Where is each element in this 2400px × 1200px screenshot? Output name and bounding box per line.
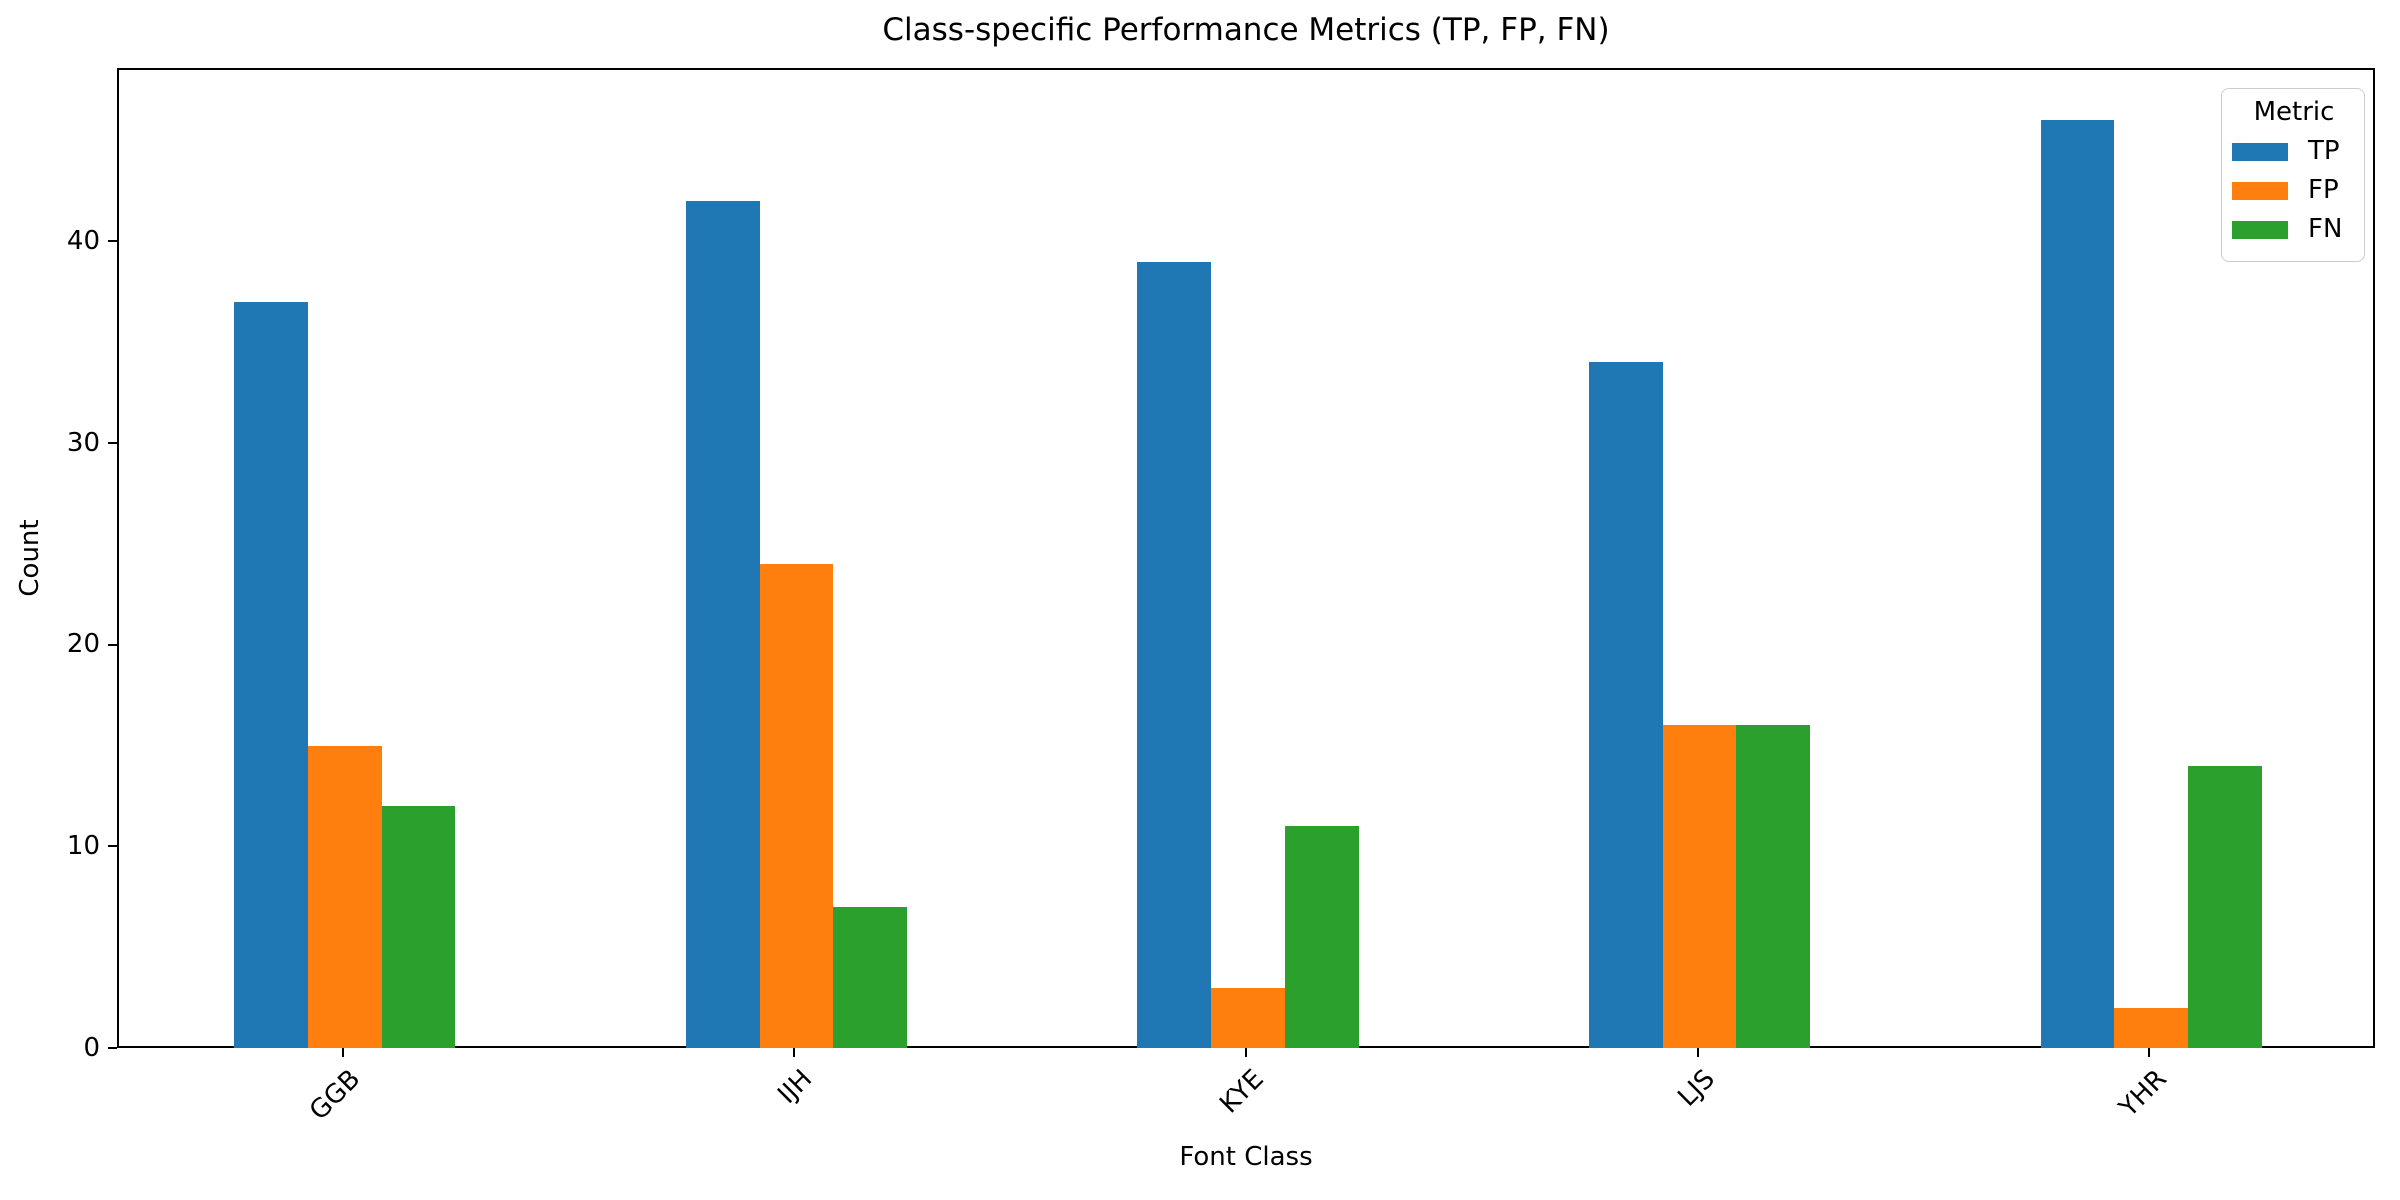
bar-TP-LJS: [1588, 362, 1663, 1048]
plot-area: [117, 68, 2375, 1048]
x-tick-label-GGB: GGB: [303, 1064, 367, 1127]
x-tick-mark: [341, 1048, 344, 1057]
bar-FP-LJS: [1662, 725, 1737, 1048]
legend-label-FN: FN: [2308, 214, 2343, 244]
bar-TP-KYE: [1137, 261, 1212, 1048]
x-tick-label-KYE: KYE: [1213, 1064, 1270, 1120]
x-tick-label-IJH: IJH: [771, 1064, 818, 1110]
bar-TP-GGB: [234, 301, 308, 1048]
legend-swatch-TP: [2232, 142, 2288, 161]
legend: Metric TP FP FN: [2221, 88, 2365, 262]
y-tick-label: 30: [66, 427, 100, 458]
legend-label-FP: FP: [2308, 175, 2339, 205]
x-tick-label-LJS: LJS: [1672, 1064, 1721, 1113]
y-tick-mark: [108, 240, 117, 243]
legend-entry-TP: TP: [2232, 136, 2358, 167]
bar-FP-YHR: [2114, 1007, 2189, 1048]
x-axis-label: Font Class: [1179, 1142, 1313, 1172]
x-tick-mark: [1696, 1048, 1699, 1057]
bar-TP-IJH: [685, 201, 760, 1048]
legend-entry-FP: FP: [2232, 175, 2358, 206]
legend-swatch-FN: [2232, 220, 2288, 239]
y-axis-label: Count: [15, 519, 45, 597]
x-tick-mark: [2148, 1048, 2151, 1057]
legend-rows: TP FP FN: [2230, 136, 2358, 245]
bar-FP-KYE: [1211, 987, 1285, 1048]
y-tick-mark: [108, 442, 117, 445]
legend-title: Metric: [2253, 97, 2335, 127]
chart-title: Class-specific Performance Metrics (TP, …: [882, 12, 1610, 48]
legend-swatch-FP: [2232, 181, 2288, 200]
bar-FN-GGB: [381, 806, 456, 1048]
y-tick-label: 10: [66, 830, 100, 861]
legend-label-TP: TP: [2308, 136, 2340, 166]
bar-FN-KYE: [1284, 826, 1359, 1048]
legend-entry-FN: FN: [2232, 214, 2358, 245]
bar-FN-YHR: [2188, 765, 2262, 1048]
y-tick-label: 40: [66, 225, 100, 256]
y-tick-mark: [108, 1047, 117, 1049]
bar-FP-GGB: [307, 745, 382, 1048]
bar-FN-IJH: [833, 906, 908, 1048]
y-tick-label: 0: [83, 1032, 100, 1063]
bar-FP-IJH: [759, 564, 834, 1048]
y-tick-mark: [108, 845, 117, 848]
x-tick-label-YHR: YHR: [2113, 1064, 2173, 1124]
x-tick-mark: [793, 1048, 796, 1057]
bar-TP-YHR: [2040, 120, 2115, 1048]
y-tick-mark: [108, 643, 117, 646]
x-tick-mark: [1245, 1048, 1247, 1057]
bar-FN-LJS: [1736, 725, 1811, 1048]
y-tick-label: 20: [66, 629, 100, 660]
